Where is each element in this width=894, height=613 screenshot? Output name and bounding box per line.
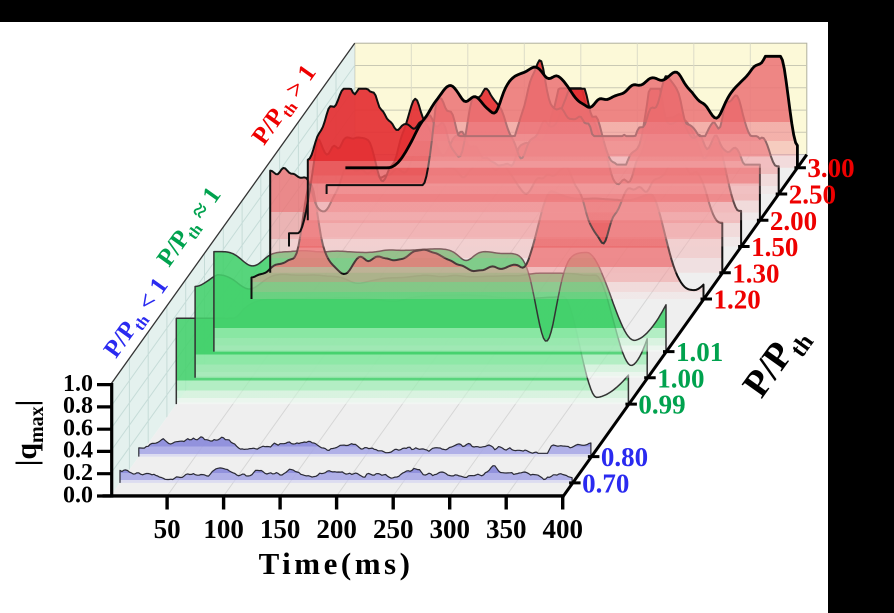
svg-text:0.4: 0.4 <box>63 438 93 464</box>
svg-text:350: 350 <box>486 514 527 544</box>
svg-text:0.80: 0.80 <box>601 442 648 472</box>
svg-text:1.0: 1.0 <box>63 371 93 397</box>
svg-text:150: 150 <box>260 514 301 544</box>
svg-text:50: 50 <box>154 514 181 544</box>
svg-text:0.99: 0.99 <box>638 390 685 420</box>
svg-text:3.00: 3.00 <box>807 153 854 183</box>
svg-text:2.00: 2.00 <box>770 206 817 236</box>
svg-text:Time(ms): Time(ms) <box>259 546 414 581</box>
svg-text:400: 400 <box>542 514 583 544</box>
svg-text:300: 300 <box>429 514 470 544</box>
svg-text:0.6: 0.6 <box>63 416 93 442</box>
svg-text:0.70: 0.70 <box>582 468 629 498</box>
svg-text:100: 100 <box>203 514 244 544</box>
svg-text:2.50: 2.50 <box>789 180 836 210</box>
svg-text:1.20: 1.20 <box>714 285 761 315</box>
svg-text:250: 250 <box>373 514 414 544</box>
svg-text:200: 200 <box>316 514 357 544</box>
svg-text:1.30: 1.30 <box>732 258 779 288</box>
svg-text:0.8: 0.8 <box>63 393 93 419</box>
svg-text:1.00: 1.00 <box>657 363 704 393</box>
svg-text:0.0: 0.0 <box>63 482 93 508</box>
svg-text:1.01: 1.01 <box>676 337 723 367</box>
svg-text:0.2: 0.2 <box>63 460 93 486</box>
svg-text:1.50: 1.50 <box>751 232 798 262</box>
